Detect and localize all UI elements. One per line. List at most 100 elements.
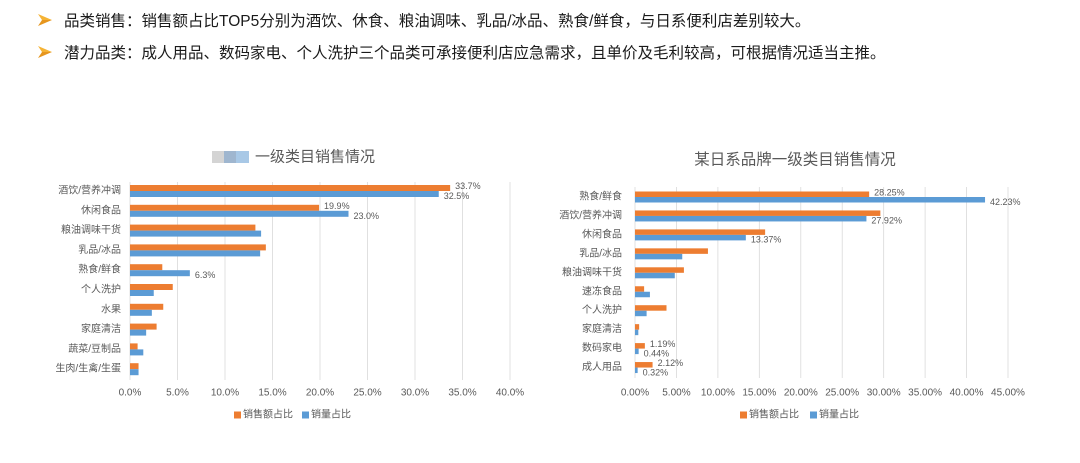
bar-volume-share xyxy=(635,348,639,355)
x-axis-tick-labels: 0.0% 5.0% 10.0% 15.0% 20.0% 25.0% 30.0% 35.0% 40… xyxy=(119,388,525,399)
bar-volume-share xyxy=(635,197,986,203)
x-tick-label: 15.00% xyxy=(742,388,776,399)
category-label: 粮油调味干货 xyxy=(562,265,622,278)
data-label-volume-share: 0.44% xyxy=(644,348,670,358)
chart-title: 某日系品牌一级类目销售情况 xyxy=(694,151,896,169)
bar-volume-share xyxy=(635,272,675,279)
x-tick-label: 15.0% xyxy=(258,388,286,399)
bar-sales-share xyxy=(130,244,266,251)
category-label: 个人洗护 xyxy=(81,283,121,296)
x-tick-label: 25.0% xyxy=(353,388,381,399)
data-labels: 33.7%32.5% 19.9% 23.0% 6.3% xyxy=(195,181,481,280)
bar-sales-share xyxy=(635,191,870,197)
x-tick-label: 30.00% xyxy=(867,388,901,399)
bar-sales-share xyxy=(130,284,173,290)
category-label: 粮油调味干货 xyxy=(61,223,121,236)
legend: 销售额占比 销量占比 xyxy=(740,408,859,421)
x-axis-tick-labels: 0.00% 5.00% 10.00% 15.00% 20.00% 25.00% 30.00%… xyxy=(621,388,1025,399)
data-label-volume-share: 27.92% xyxy=(871,216,902,226)
x-tick-label: 40.00% xyxy=(950,388,984,399)
data-labels: 28.25% 42.23% 27.92% 13.37% 1.19%0.44%2.12%0… xyxy=(643,187,1021,377)
bar-volume-share xyxy=(130,309,152,316)
legend-label-volume-share: 销量占比 xyxy=(311,408,351,421)
bar-volume-share xyxy=(130,329,147,336)
legend-swatch-sales-share xyxy=(234,411,241,419)
bar-sales-share xyxy=(130,264,163,271)
x-tick-label: 20.0% xyxy=(306,388,334,399)
category-labels: 熟食/鲜食酒饮/营养冲调休闲食品乳品/冰品粮油调味干货速冻食品个人洗护家庭清洁数… xyxy=(559,190,622,374)
x-tick-label: 0.0% xyxy=(119,388,142,399)
category-label: 休闲食品 xyxy=(81,203,121,216)
bar-volume-share xyxy=(130,250,261,257)
category-label: 速冻食品 xyxy=(582,284,622,297)
legend-swatch-volume-share xyxy=(810,411,817,419)
bar-volume-share xyxy=(635,310,647,317)
category-label: 家庭清洁 xyxy=(81,322,121,335)
bar-sales-share xyxy=(130,303,164,310)
x-tick-label: 35.00% xyxy=(908,388,942,399)
data-label-sales-share: 1.19% xyxy=(650,339,676,349)
data-label-volume-share: 23.0% xyxy=(354,211,380,221)
category-label: 蔬菜/豆制品 xyxy=(68,342,121,355)
japanese-brand-category-sales-bar-chart: 某日系品牌一级类目销售情况 0.00% 5.00% 10.00% 15.00% 20.0… xyxy=(559,151,1025,421)
category-label: 休闲食品 xyxy=(582,227,622,240)
x-tick-label: 35.0% xyxy=(448,388,476,399)
bar-sales-share xyxy=(635,267,684,273)
bar-volume-share xyxy=(130,290,154,296)
category-label: 个人洗护 xyxy=(582,303,622,316)
category-label: 熟食/鲜食 xyxy=(579,190,622,203)
category-label: 乳品/冰品 xyxy=(78,243,121,256)
x-tick-label: 0.00% xyxy=(621,388,649,399)
data-label-sales-share: 28.25% xyxy=(874,187,905,197)
legend-swatch-volume-share xyxy=(302,411,309,419)
arrow-bullet-icon-top xyxy=(38,14,52,20)
x-tick-label: 40.0% xyxy=(496,388,524,399)
title-decoration xyxy=(212,151,249,163)
x-tick-label: 30.0% xyxy=(401,388,429,399)
category-sales-bar-chart: 一级类目销售情况 0.0% 5.0% 10.0% 15.0% 20.0% 25.0% 30.… xyxy=(55,149,525,421)
bar-sales-share xyxy=(635,343,645,349)
bar-volume-share xyxy=(635,253,683,260)
x-tick-label: 10.00% xyxy=(701,388,735,399)
category-label: 生肉/生禽/生蛋 xyxy=(55,362,121,375)
bar-sales-share xyxy=(635,229,766,235)
data-label-sales-share: 33.7% xyxy=(455,181,481,191)
bar-sales-share xyxy=(635,324,640,330)
bar-sales-share xyxy=(130,185,451,191)
category-label: 熟食/鲜食 xyxy=(78,263,121,276)
x-tick-label: 5.00% xyxy=(662,388,690,399)
x-tick-label: 20.00% xyxy=(784,388,818,399)
arrow-bullet-icon xyxy=(38,46,52,58)
bullet-text: 潜力品类：成人用品、数码家电、个人洗护三个品类可承接便利店应急需求，且单价及毛利… xyxy=(64,45,886,62)
bar-volume-share xyxy=(635,291,650,298)
data-label-volume-share: 6.3% xyxy=(195,270,216,280)
bar-volume-share xyxy=(635,329,639,336)
arrow-bullet-icon-bottom xyxy=(38,52,52,58)
category-label: 水果 xyxy=(101,303,121,315)
data-label-sales-share: 19.9% xyxy=(324,201,350,211)
legend-label-sales-share: 销售额占比 xyxy=(749,408,799,421)
legend: 销售额占比 销量占比 xyxy=(234,408,351,421)
chart-title: 一级类目销售情况 xyxy=(255,149,375,166)
arrow-bullet-icon-top xyxy=(38,46,52,52)
bar-sales-share xyxy=(635,286,645,292)
bar-sales-share xyxy=(130,224,256,231)
bullet-item: 潜力品类：成人用品、数码家电、个人洗护三个品类可承接便利店应急需求，且单价及毛利… xyxy=(38,41,886,63)
data-label-sales-share: 2.12% xyxy=(658,358,684,368)
bars xyxy=(635,191,986,374)
bar-volume-share xyxy=(635,215,867,222)
data-label-volume-share: 42.23% xyxy=(990,197,1021,207)
bar-volume-share xyxy=(130,349,144,356)
category-labels: 酒饮/营养冲调休闲食品粮油调味干货乳品/冰品熟食/鲜食个人洗护水果家庭清洁蔬菜/… xyxy=(55,184,121,375)
bar-volume-share xyxy=(130,270,190,277)
bars xyxy=(130,185,451,376)
category-label: 家庭清洁 xyxy=(582,322,622,335)
bullet-text: 品类销售：销售额占比TOP5分别为酒饮、休食、粮油调味、乳品/冰品、熟食/鲜食，… xyxy=(64,13,811,30)
x-tick-label: 25.00% xyxy=(825,388,859,399)
title-decoration-block xyxy=(212,151,224,163)
data-label-volume-share: 32.5% xyxy=(444,191,470,201)
bar-sales-share xyxy=(635,248,708,254)
arrow-bullet-icon xyxy=(38,14,52,26)
bar-sales-share xyxy=(635,362,653,368)
bar-sales-share xyxy=(635,305,667,311)
